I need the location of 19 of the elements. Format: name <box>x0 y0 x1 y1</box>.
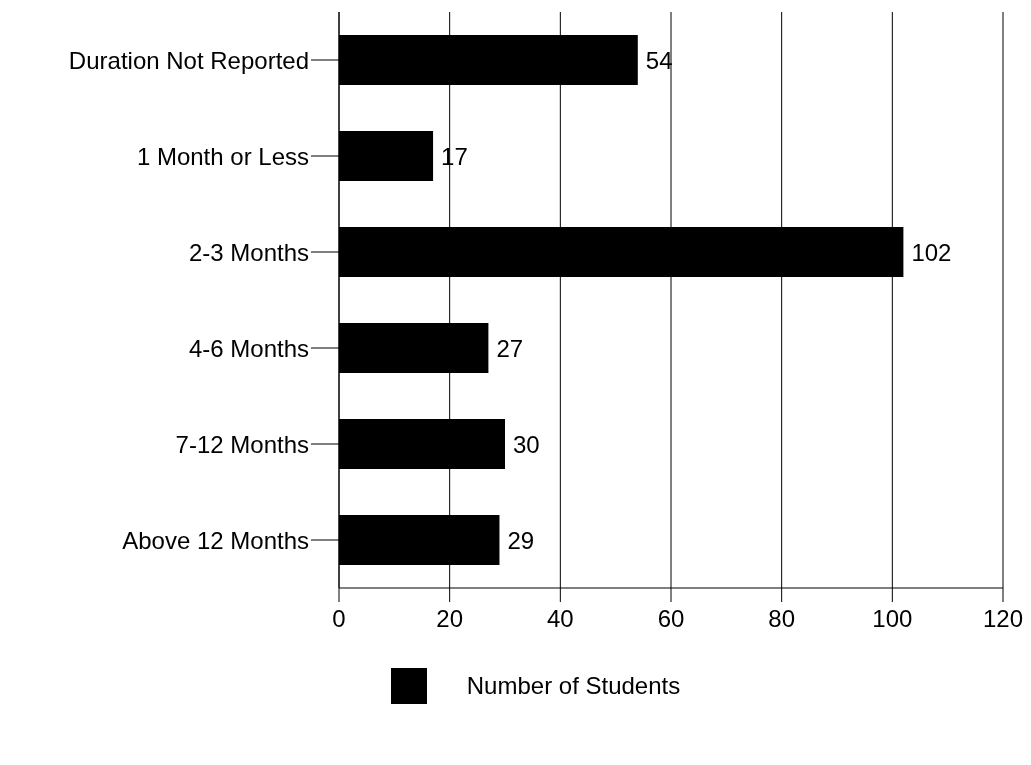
data-label: 102 <box>911 238 952 266</box>
x-tick-label: 0 <box>332 605 346 633</box>
data-label: 54 <box>645 46 673 74</box>
x-tick-label: 60 <box>657 605 685 633</box>
y-tick-label: 1 Month or Less <box>136 142 309 170</box>
data-label: 30 <box>513 430 540 458</box>
x-tick-label: 80 <box>768 605 796 633</box>
data-label: 29 <box>507 526 535 554</box>
y-tick-label: 7-12 Months <box>175 430 309 458</box>
y-tick-label: 4-6 Months <box>188 334 309 362</box>
x-tick-label: 120 <box>982 605 1024 633</box>
y-tick-label: 2-3 Months <box>188 238 309 266</box>
x-tick-label: 20 <box>436 605 464 633</box>
x-tick-label: 100 <box>872 605 913 633</box>
y-tick-label: Above 12 Months <box>122 526 309 554</box>
legend-label: Number of Students <box>466 672 681 700</box>
x-tick-label: 40 <box>546 605 574 633</box>
y-tick-label: Duration Not Reported <box>68 46 309 74</box>
data-label: 27 <box>496 334 524 362</box>
